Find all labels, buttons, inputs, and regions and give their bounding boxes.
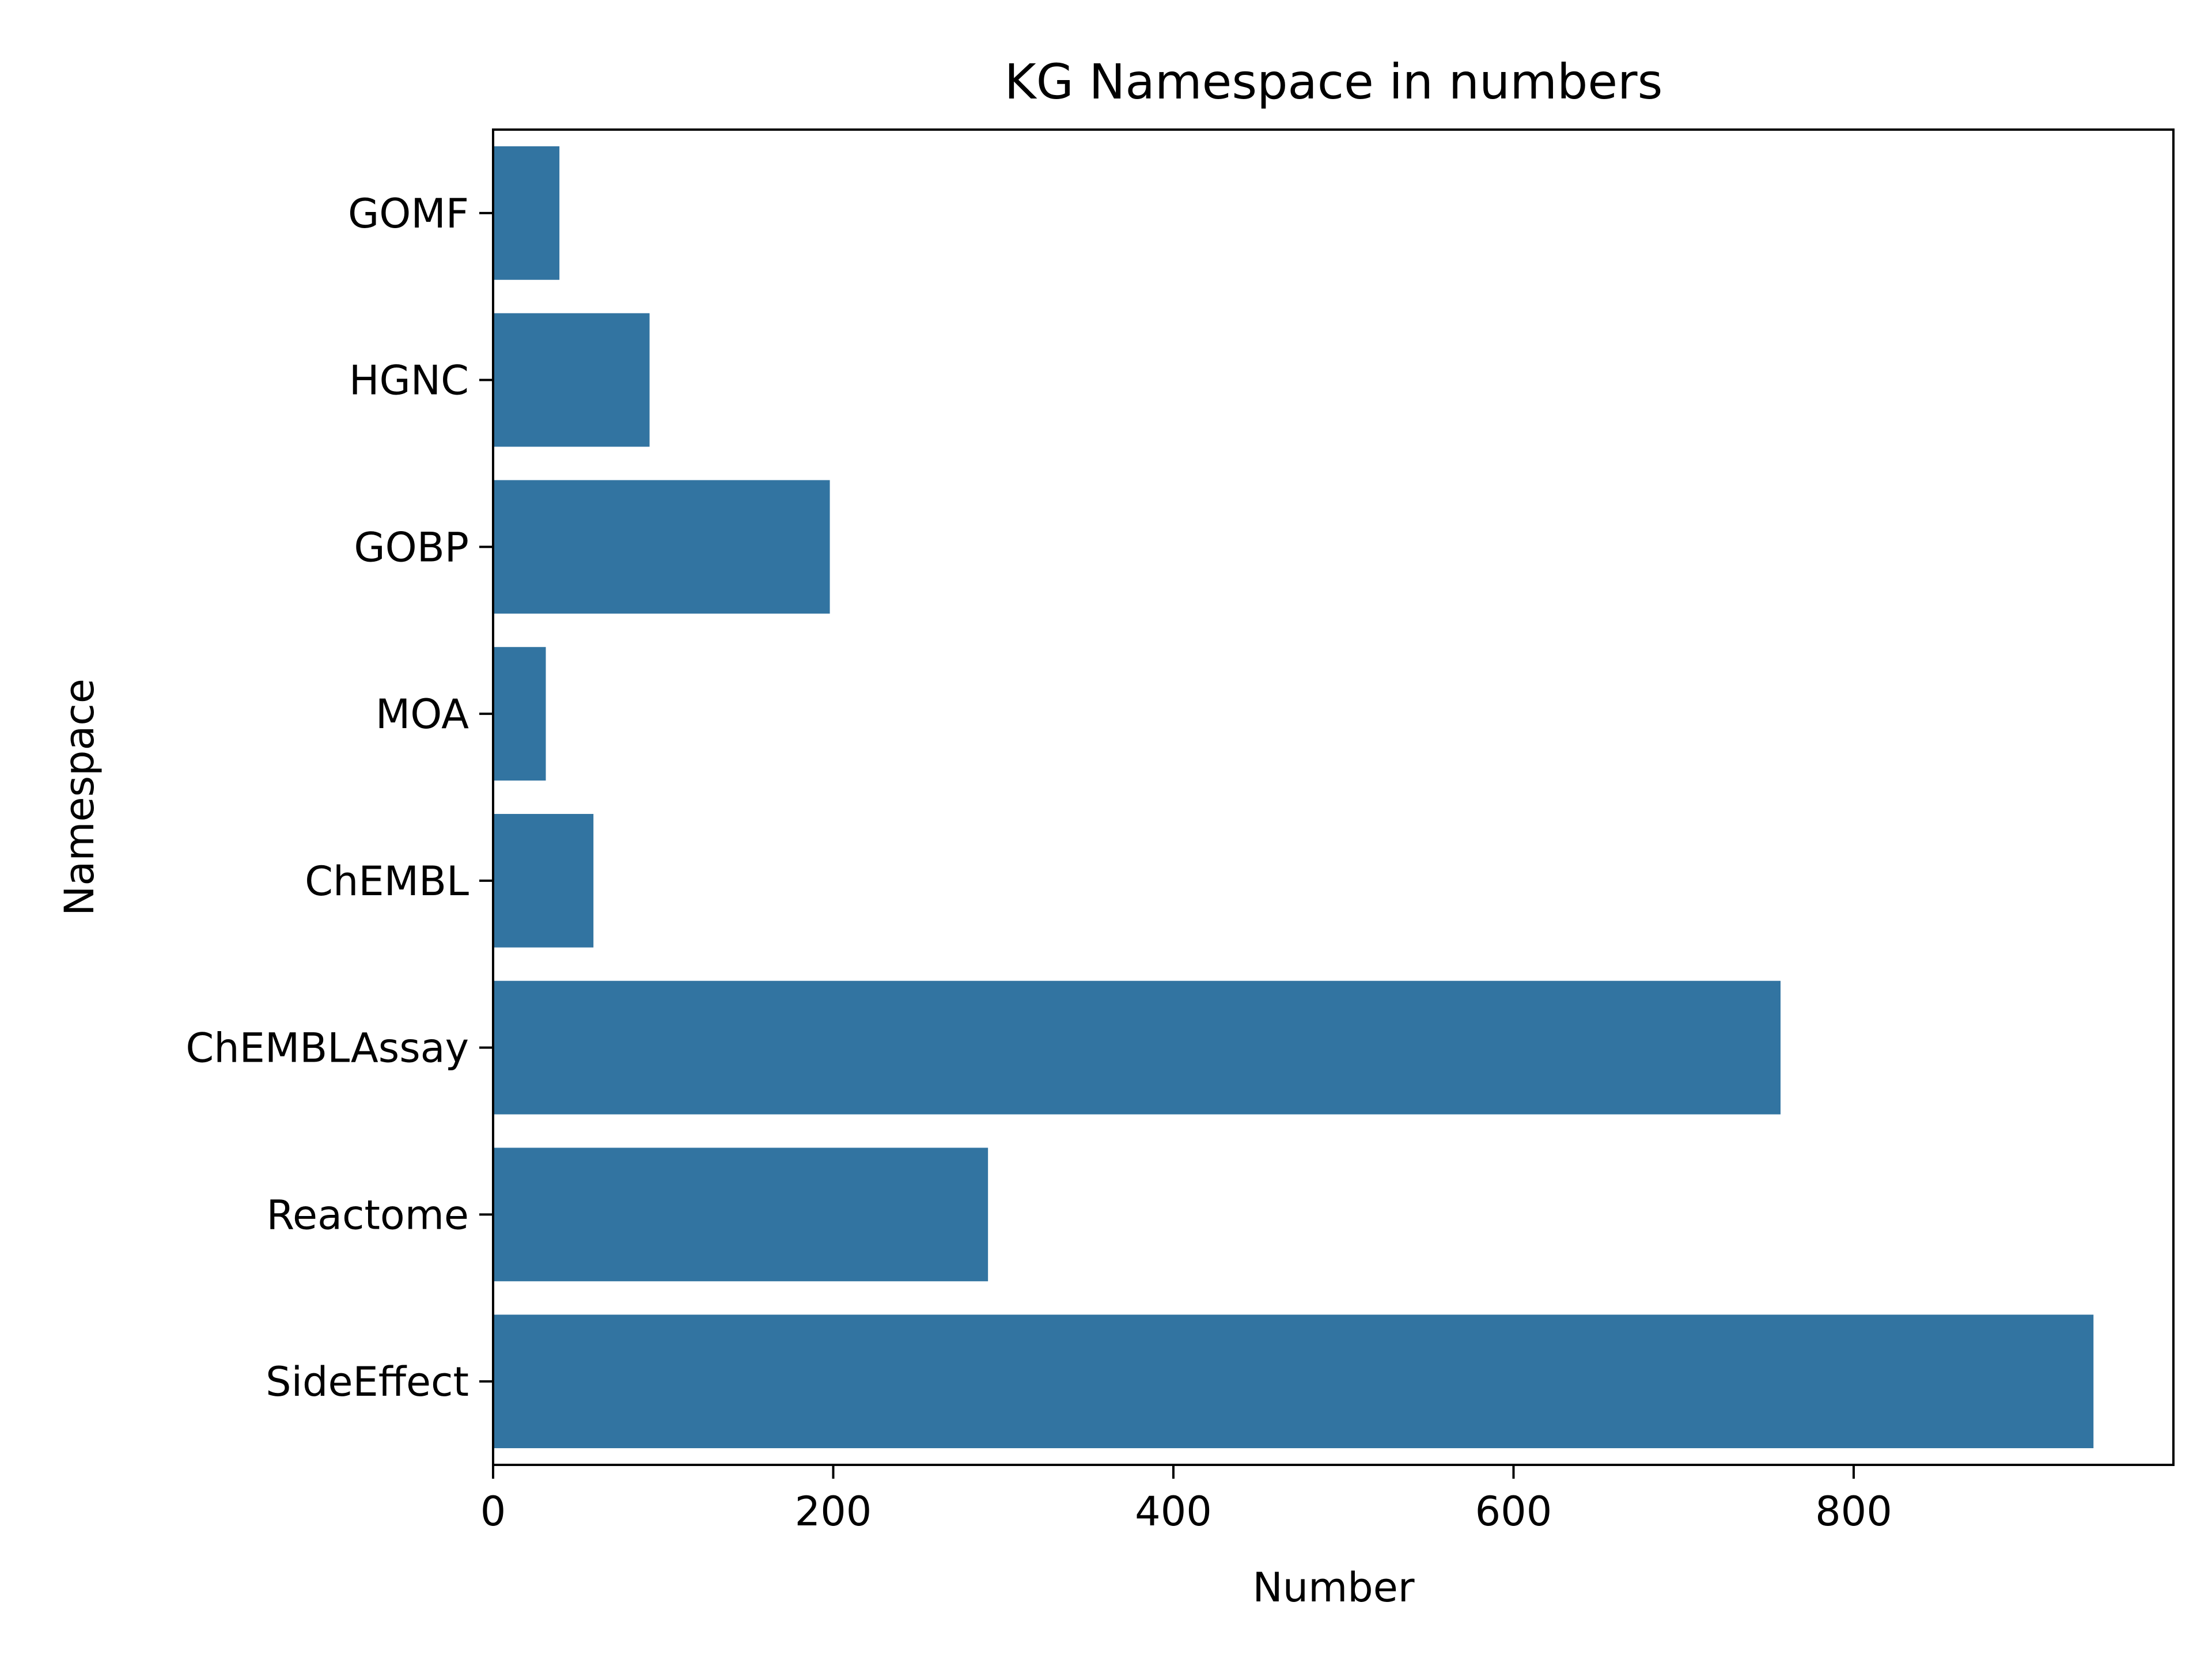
bar-reactome	[493, 1147, 988, 1282]
y-tick-label: SideEffect	[266, 1358, 469, 1406]
x-tick-label: 0	[480, 1488, 506, 1535]
x-tick-label: 200	[795, 1488, 872, 1535]
x-axis-label: Number	[1252, 1564, 1414, 1611]
y-tick-label: HGNC	[349, 357, 469, 404]
bar-moa	[493, 647, 546, 781]
x-tick-label: 400	[1135, 1488, 1212, 1535]
bar-hgnc	[493, 313, 650, 447]
x-ticks-group: 0 200 400 600 800	[480, 1465, 1892, 1535]
x-tick-label: 600	[1475, 1488, 1552, 1535]
y-tick-label: Reactome	[267, 1191, 469, 1238]
y-tick-label: MOA	[376, 691, 469, 738]
y-tick-label: ChEMBL	[305, 858, 469, 905]
bar-chembl	[493, 813, 594, 948]
bar-sideeffect	[493, 1315, 2094, 1449]
x-tick-label: 800	[1815, 1488, 1892, 1535]
bar-gomf	[493, 146, 560, 280]
chart-title: KG Namespace in numbers	[1005, 54, 1663, 110]
y-tick-label: GOMF	[348, 190, 469, 237]
bar-gobp	[493, 480, 830, 614]
y-axis-label: Namespace	[56, 679, 103, 916]
y-tick-label: GOBP	[354, 524, 469, 571]
y-tick-label: ChEMBLAssay	[185, 1025, 469, 1072]
bar-chemblassay	[493, 980, 1781, 1115]
bars-group	[493, 146, 2094, 1449]
plot-frame	[492, 128, 2175, 1466]
y-ticks-group: GOMF HGNC GOBP MOA ChEMBL ChEMBLAssay Reactome…	[185, 190, 493, 1406]
